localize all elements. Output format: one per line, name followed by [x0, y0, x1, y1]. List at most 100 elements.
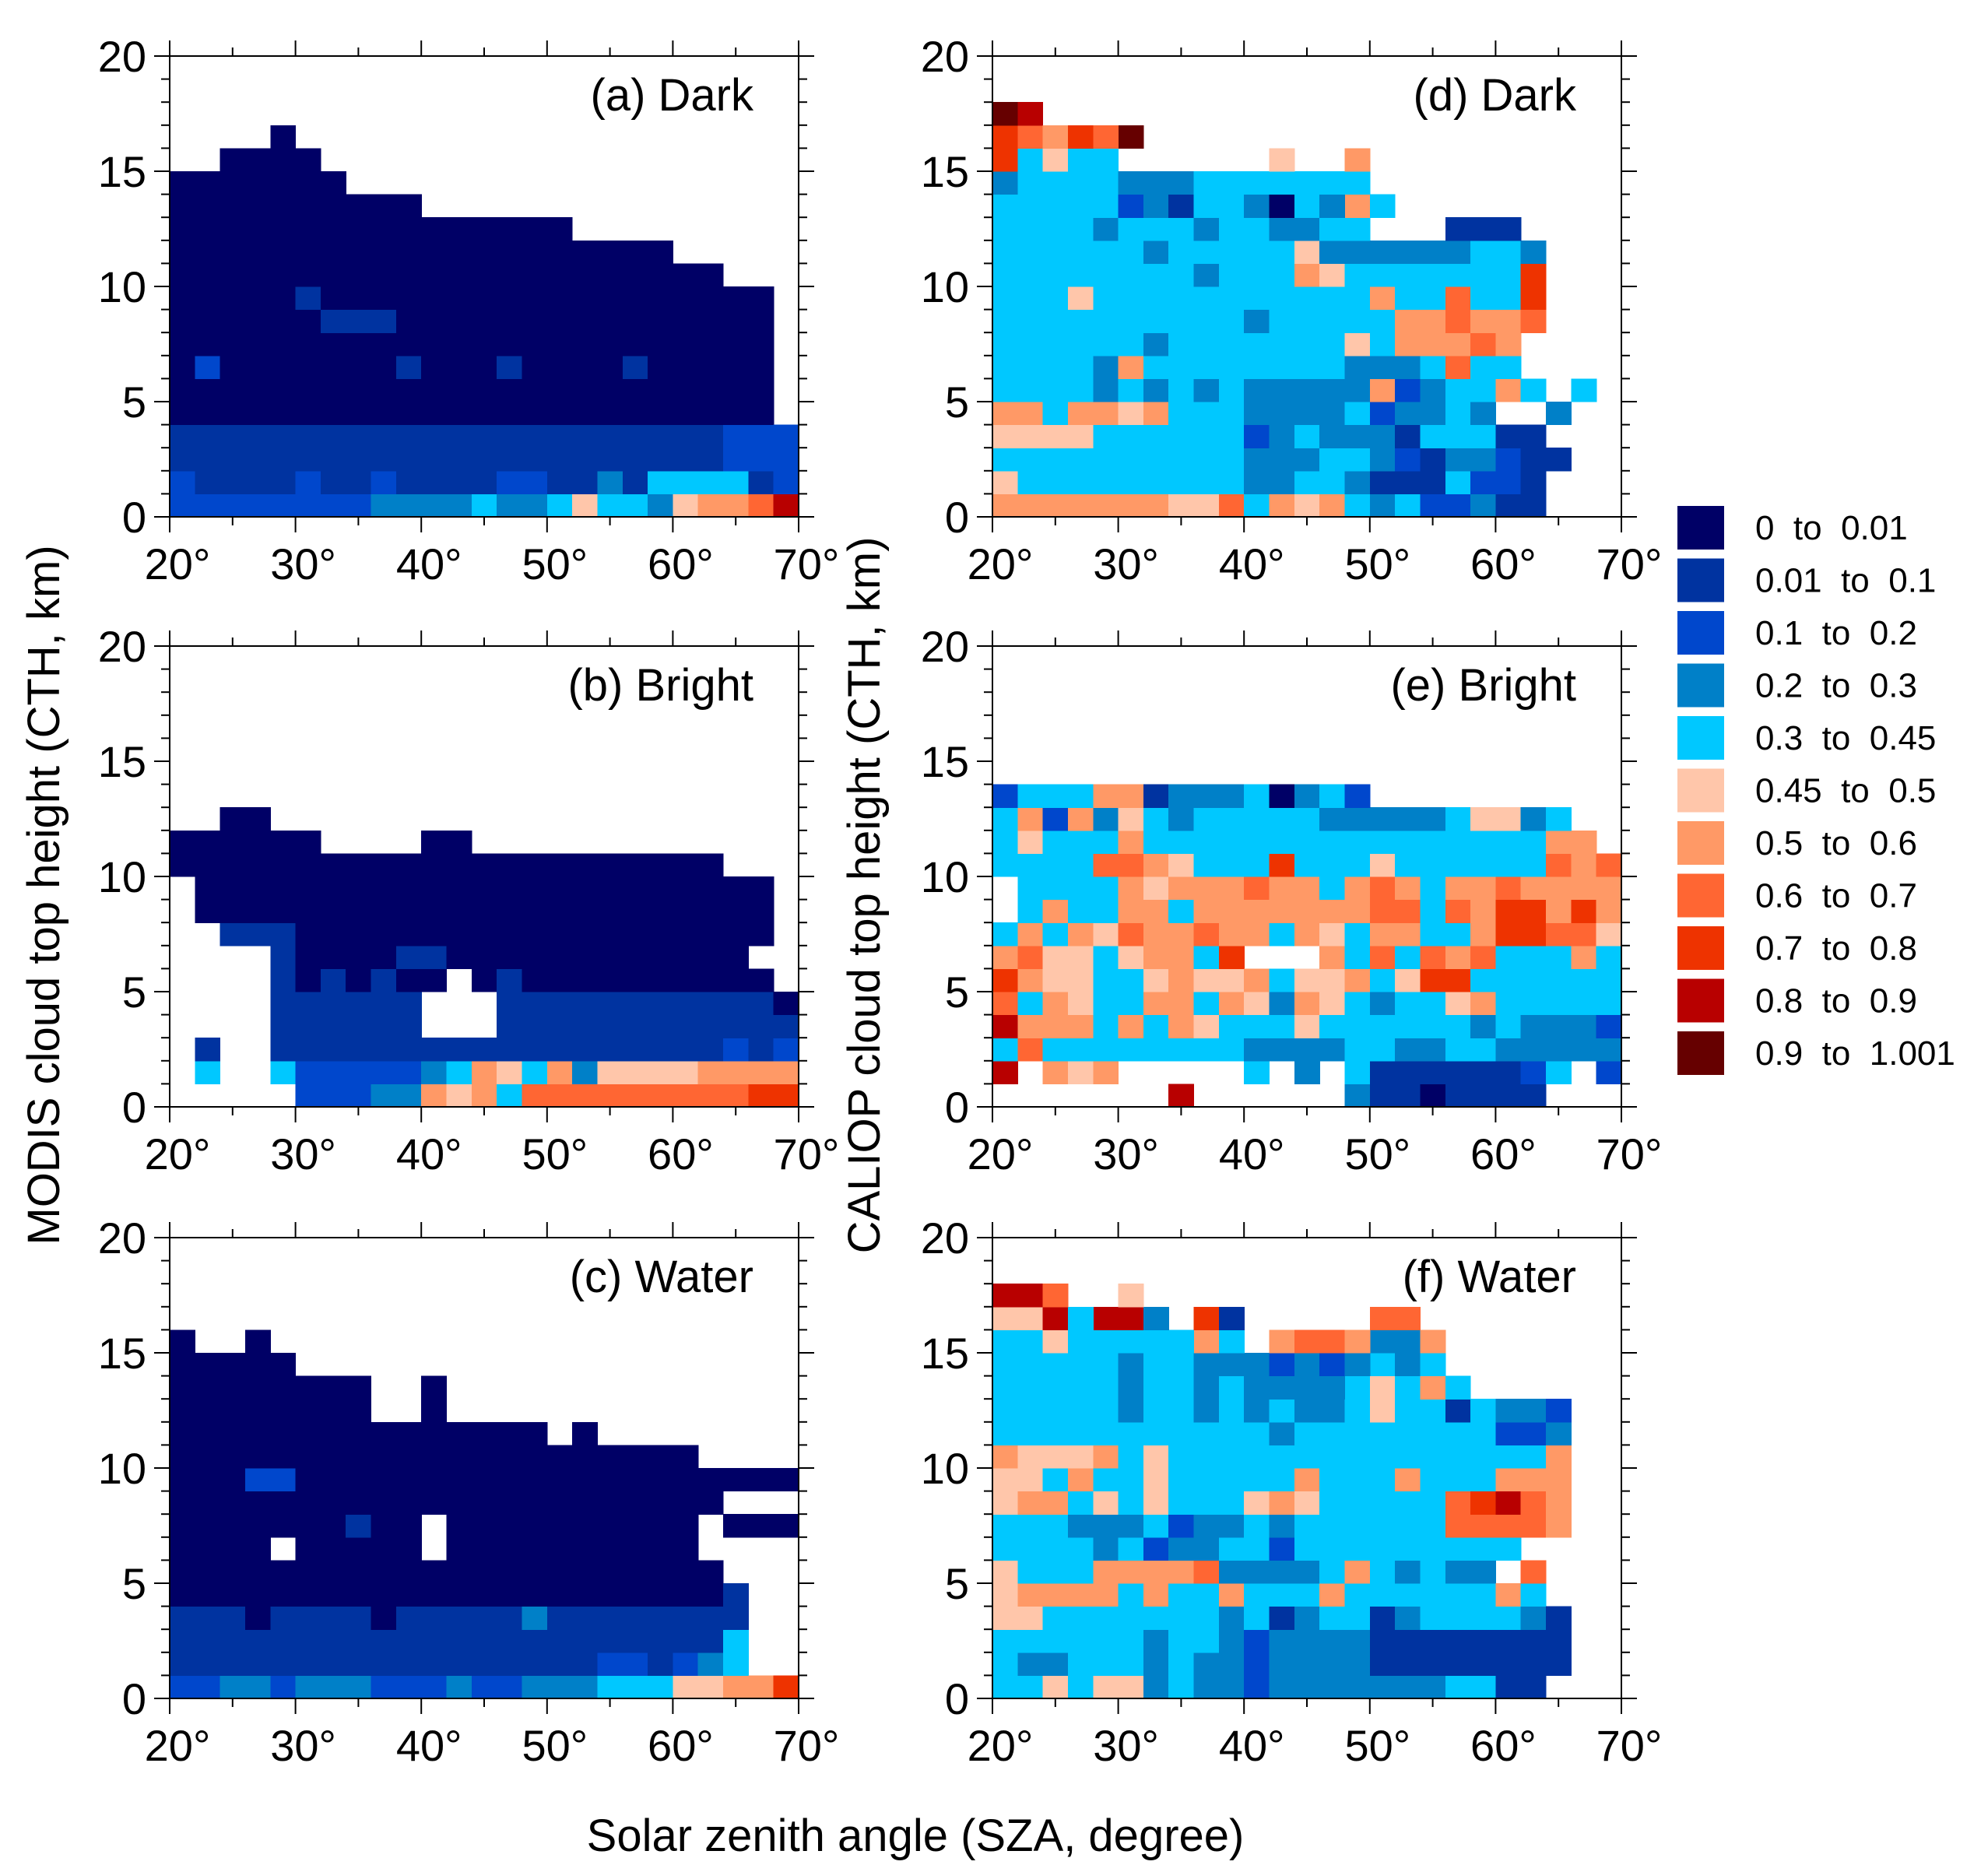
heatmap-cell	[446, 1606, 472, 1630]
heatmap-cell	[1344, 1445, 1371, 1469]
heatmap-cell	[1193, 1375, 1220, 1400]
y-tick-label: 15	[921, 737, 969, 786]
heatmap-cell	[622, 378, 648, 402]
heatmap-cell	[546, 876, 573, 901]
heatmap-cell	[1319, 922, 1346, 947]
heatmap-cell	[1118, 493, 1144, 518]
heatmap-cell	[371, 493, 397, 518]
heatmap-cell	[1520, 1606, 1547, 1630]
heatmap-cell	[522, 922, 548, 947]
heatmap-cell	[1168, 1514, 1195, 1538]
heatmap-cell	[471, 968, 497, 992]
heatmap-cell	[471, 1060, 497, 1084]
heatmap-cell	[295, 992, 321, 1016]
heatmap-cell	[497, 378, 523, 402]
heatmap-cell	[1395, 1583, 1421, 1607]
heatmap-cell	[648, 424, 673, 448]
heatmap-cell	[220, 1606, 246, 1630]
heatmap-cell	[421, 1421, 448, 1445]
heatmap-cell	[497, 424, 523, 448]
heatmap-cell	[546, 402, 573, 426]
heatmap-cells	[992, 102, 1597, 518]
heatmap-cell	[320, 263, 346, 287]
heatmap-cell	[320, 1560, 346, 1584]
heatmap-cell	[195, 1537, 221, 1561]
heatmap-cell	[597, 1652, 623, 1676]
heatmap-cell	[195, 1514, 221, 1538]
heatmap-cell	[1319, 1606, 1346, 1630]
heatmap-cell	[421, 1084, 448, 1108]
heatmap-cell	[1143, 332, 1169, 356]
heatmap-cell	[1118, 332, 1144, 356]
y-tick-label: 5	[122, 1559, 146, 1608]
heatmap-cell	[395, 378, 422, 402]
heatmap-cell	[748, 355, 774, 379]
heatmap-cell	[220, 1675, 246, 1699]
heatmap-cell	[295, 470, 321, 494]
heatmap-cell	[522, 470, 548, 494]
heatmap-cell	[346, 876, 372, 901]
heatmap-cell	[572, 1445, 599, 1469]
heatmap-cell	[1294, 1652, 1320, 1676]
heatmap-cell	[1042, 378, 1069, 402]
heatmap-cell	[1168, 240, 1195, 264]
heatmap-cell	[1571, 968, 1597, 992]
heatmap-cell	[1067, 1375, 1094, 1400]
heatmap-cell	[522, 217, 548, 241]
heatmap-cell	[1344, 968, 1371, 992]
heatmap-cell	[471, 1038, 497, 1062]
heatmap-cell	[1470, 1399, 1496, 1423]
heatmap-cell	[1244, 830, 1270, 854]
heatmap-cell	[270, 171, 297, 195]
heatmap-cell	[1067, 309, 1094, 333]
heatmap-cell	[597, 240, 623, 264]
heatmap-cell	[1244, 968, 1270, 992]
heatmap-cell	[295, 424, 321, 448]
heatmap-cell	[1269, 1038, 1295, 1062]
heatmap-cell	[723, 1060, 749, 1084]
heatmap-cell	[1042, 853, 1069, 877]
heatmap-cell	[244, 194, 271, 218]
heatmap-cell	[1042, 286, 1069, 311]
heatmap-cell	[220, 1421, 246, 1445]
heatmap-cell	[1294, 1468, 1320, 1492]
heatmap-cell	[1520, 493, 1547, 518]
heatmap-cell	[522, 402, 548, 426]
heatmap-cell	[1168, 171, 1195, 195]
heatmap-cell	[1495, 240, 1522, 264]
heatmap-cell	[1445, 1038, 1471, 1062]
heatmap-cell	[1369, 1084, 1396, 1108]
heatmap-cell	[1118, 1329, 1144, 1354]
heatmap-cell	[295, 309, 321, 333]
heatmap-cell	[421, 470, 448, 494]
heatmap-cell	[1042, 1468, 1069, 1492]
heatmap-cell	[522, 945, 548, 969]
heatmap-cell	[1042, 1675, 1069, 1699]
heatmap-cell	[1319, 1014, 1346, 1038]
heatmap-cell	[195, 402, 221, 426]
heatmap-cell	[673, 1514, 699, 1538]
heatmap-cell	[1319, 1375, 1346, 1400]
heatmap-cell	[992, 102, 1018, 126]
x-tick-label: 30°	[1093, 539, 1159, 588]
heatmap-cell	[1596, 1014, 1622, 1038]
legend-label: 0.7 to 0.8	[1755, 929, 1917, 968]
heatmap-cell	[1118, 922, 1144, 947]
heatmap-cell	[295, 968, 321, 992]
heatmap-cell	[1571, 378, 1597, 402]
heatmap-cell	[1269, 309, 1295, 333]
heatmap-cell	[1344, 899, 1371, 923]
heatmap-cell	[1596, 1038, 1622, 1062]
heatmap-cell	[1168, 355, 1195, 379]
heatmap-cell	[471, 899, 497, 923]
heatmap-cell	[1319, 286, 1346, 311]
heatmap-cell	[1017, 286, 1044, 311]
heatmap-cell	[1294, 171, 1320, 195]
heatmap-cell	[244, 217, 271, 241]
heatmap-cell	[371, 378, 397, 402]
heatmap-cell	[1067, 1606, 1094, 1630]
heatmap-cell	[446, 1675, 472, 1699]
heatmap-cell	[1042, 1629, 1069, 1653]
heatmap-cell	[1118, 470, 1144, 494]
heatmap-cell	[1143, 807, 1169, 831]
